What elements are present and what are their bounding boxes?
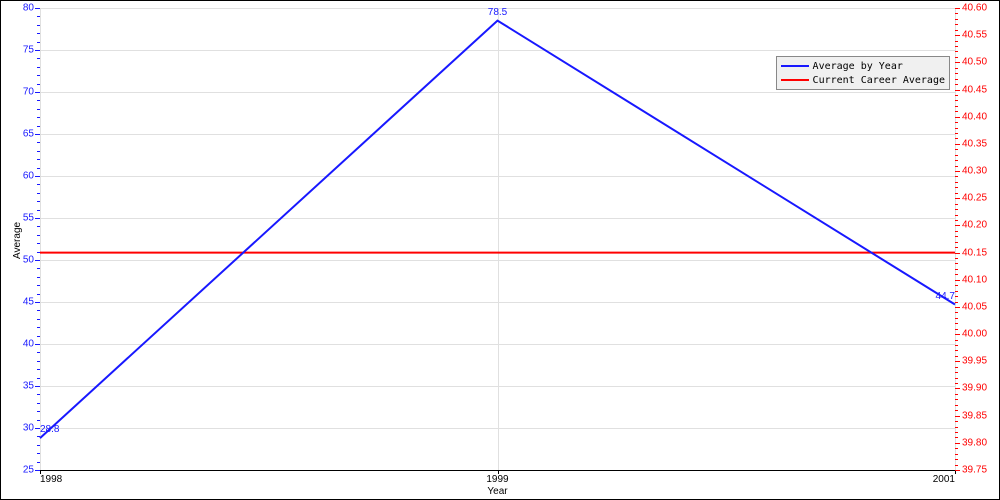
legend-label: Current Career Average [813, 75, 945, 86]
legend-label: Average by Year [813, 61, 903, 72]
legend-item-avg-by-year: Average by Year [781, 59, 945, 73]
legend: Average by Year Current Career Average [776, 56, 950, 90]
legend-swatch [781, 65, 809, 67]
chart-container: 199819992001Year253035404550556065707580… [0, 0, 1000, 500]
legend-swatch [781, 79, 809, 81]
point-label: 28.8 [40, 424, 59, 435]
legend-item-career-avg: Current Career Average [781, 73, 945, 87]
point-label: 44.7 [936, 291, 955, 302]
point-label: 78.5 [488, 7, 507, 18]
